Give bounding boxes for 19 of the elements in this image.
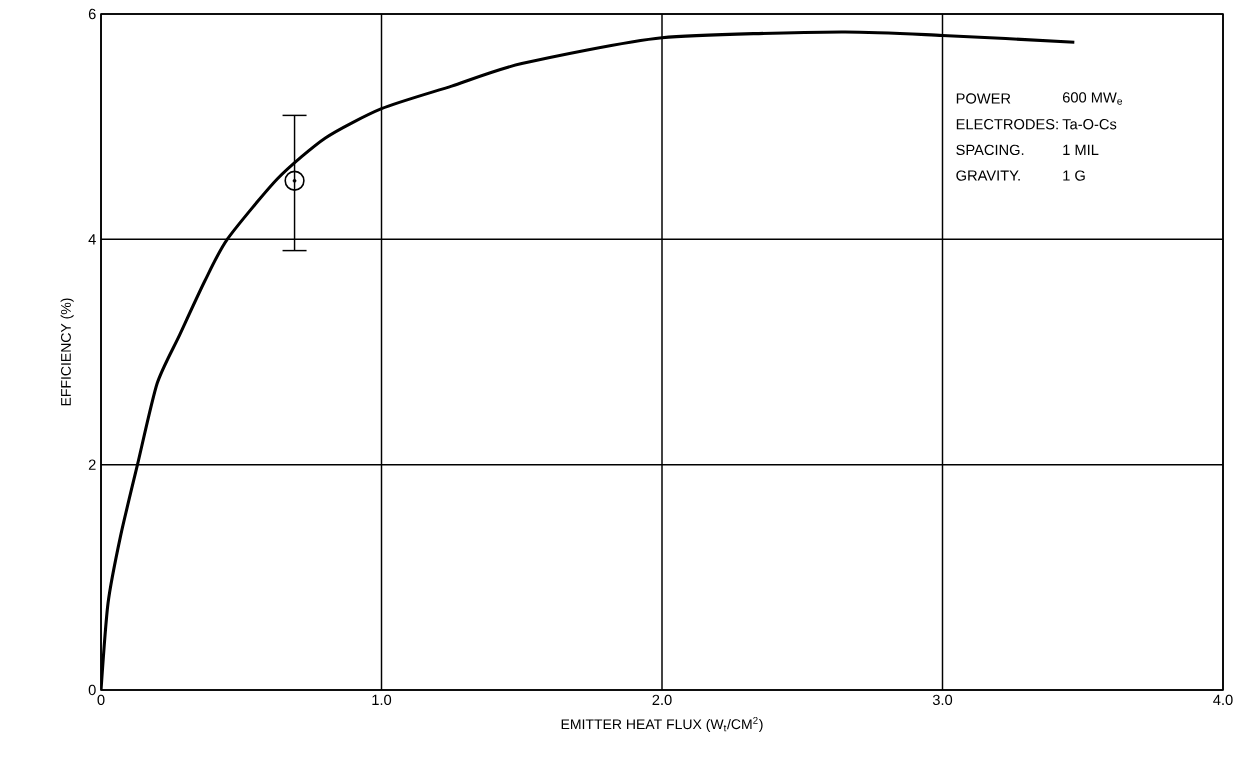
x-tick-label: 2.0 — [652, 694, 672, 706]
x-tick-label: 3.0 — [932, 694, 953, 706]
x-axis-title: EMITTER HEAT FLUX (W$_{t}$/CM$^{2}$) — [561, 716, 763, 732]
y-tick-label: 6 — [88, 8, 96, 20]
annotation: 600 MW$_{e}$ — [1062, 92, 1123, 105]
x-tick-label: 4.0 — [1213, 694, 1233, 706]
annotation: POWER — [956, 93, 1011, 104]
annotation: SPACING. — [956, 144, 1024, 156]
annotation: GRAVITY. — [956, 170, 1020, 181]
annotation: ELECTRODES: — [956, 119, 1058, 130]
x-tick-label: 1.0 — [372, 694, 392, 706]
x-tick-label: 0 — [97, 694, 105, 706]
y-tick-label: 2 — [88, 459, 96, 470]
annotation: 1 G — [1063, 170, 1085, 181]
y-tick-label: 0 — [88, 684, 96, 696]
y-axis-title: EFFICIENCY (%) — [60, 298, 74, 406]
annotation: Ta-O-Cs — [1062, 119, 1117, 130]
annotation: 1 MIL — [1063, 144, 1099, 155]
y-tick-label: 4 — [88, 234, 96, 245]
